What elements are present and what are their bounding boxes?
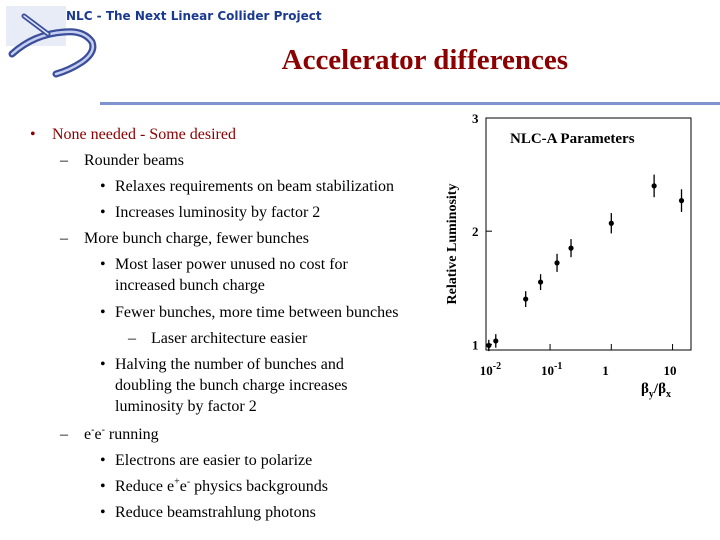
bullet-dot: •	[30, 126, 36, 143]
bullet-dash: –	[60, 152, 68, 169]
bullet-text-cont: increased bunch charge	[115, 277, 265, 294]
bullet-text: More bunch charge, fewer bunches	[84, 230, 309, 247]
luminosity-chart: Relative Luminosity NLC-A Parameters 1 2 3…	[445, 111, 692, 400]
data-point	[651, 183, 657, 189]
nlc-logo-icon	[6, 6, 97, 78]
data-point	[608, 220, 614, 226]
slide-title: Accelerator differences	[281, 44, 568, 76]
bullet-text: None needed - Some desired	[52, 126, 236, 143]
data-point	[568, 245, 574, 251]
bullet-text: Fewer bunches, more time between bunches	[115, 304, 399, 321]
y-tick-label: 3	[472, 111, 479, 126]
bullet-dot: •	[100, 452, 106, 469]
plot-frame	[485, 117, 692, 351]
bullet-dash: –	[128, 330, 136, 347]
bullet-text: Relaxes requirements on beam stabilizati…	[115, 178, 395, 195]
y-tick-label: 2	[472, 224, 479, 239]
chart-title: NLC-A Parameters	[510, 131, 635, 147]
bullet-text-cont: doubling the bunch charge increases	[115, 377, 348, 394]
header-divider	[100, 102, 720, 105]
x-tick-label: 10	[664, 363, 677, 378]
bullet-dot: •	[100, 178, 106, 195]
bullet-dot: •	[100, 304, 106, 321]
bullet-dash: –	[60, 230, 68, 247]
bullet-text: Reduce e+e- physics backgrounds	[115, 476, 328, 495]
chart-xlabel: βy/βx	[641, 381, 671, 400]
x-tick-label: 10-2	[480, 361, 501, 378]
bullet-text: Rounder beams	[84, 152, 184, 169]
data-point	[537, 279, 544, 285]
bullet-dash: –	[60, 426, 68, 443]
bullet-text: Electrons are easier to polarize	[115, 452, 313, 469]
bullet-dot: •	[100, 356, 106, 373]
x-tick-label: 1	[602, 363, 609, 378]
data-point	[486, 342, 492, 349]
x-tick-label: 10-1	[541, 361, 562, 378]
bullet-text: Laser architecture easier	[151, 330, 308, 347]
data-point	[523, 296, 529, 302]
y-tick-label: 1	[472, 337, 479, 352]
data-point	[554, 260, 560, 266]
y-axis: 1 2 3	[472, 111, 492, 352]
chart-ylabel: Relative Luminosity	[445, 184, 460, 305]
bullet-dot: •	[100, 204, 106, 221]
bullet-text: Reduce beamstrahlung photons	[115, 504, 316, 521]
bullet-text: Increases luminosity by factor 2	[115, 204, 321, 221]
project-title: NLC - The Next Linear Collider Project	[66, 9, 322, 23]
bullet-text: Halving the number of bunches and	[115, 356, 344, 373]
data-point	[678, 198, 685, 204]
x-axis: 10-2 10-1 1 10	[480, 344, 677, 378]
bullet-dot: •	[100, 504, 106, 521]
data-point	[493, 338, 499, 344]
bullet-text: Most laser power unused no cost for	[115, 256, 348, 273]
data-points	[486, 174, 685, 352]
bullet-text-cont: luminosity by factor 2	[115, 398, 257, 415]
bullet-dot: •	[100, 478, 106, 495]
bullet-dot: •	[100, 256, 106, 273]
bullet-text: e-e- running	[84, 424, 159, 443]
